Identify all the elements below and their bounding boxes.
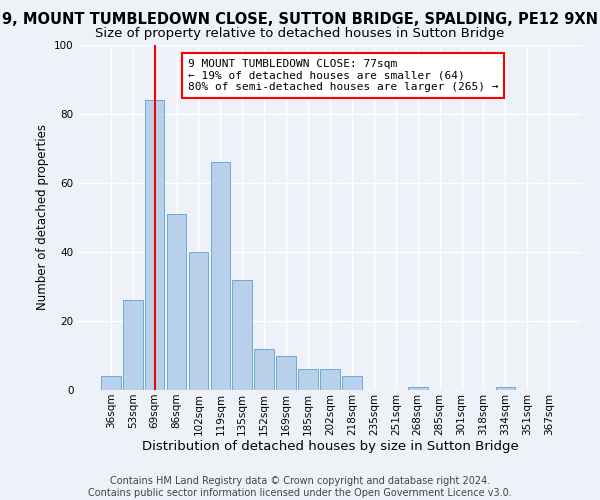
- Bar: [408, 386, 428, 390]
- Bar: [123, 300, 143, 390]
- X-axis label: Distribution of detached houses by size in Sutton Bridge: Distribution of detached houses by size …: [142, 440, 518, 454]
- Bar: [496, 386, 515, 390]
- Bar: [167, 214, 187, 390]
- Bar: [145, 100, 164, 390]
- Bar: [342, 376, 362, 390]
- Bar: [254, 348, 274, 390]
- Bar: [101, 376, 121, 390]
- Bar: [188, 252, 208, 390]
- Text: 9 MOUNT TUMBLEDOWN CLOSE: 77sqm
← 19% of detached houses are smaller (64)
80% of: 9 MOUNT TUMBLEDOWN CLOSE: 77sqm ← 19% of…: [188, 59, 498, 92]
- Bar: [320, 370, 340, 390]
- Bar: [276, 356, 296, 390]
- Text: Contains HM Land Registry data © Crown copyright and database right 2024.
Contai: Contains HM Land Registry data © Crown c…: [88, 476, 512, 498]
- Text: 9, MOUNT TUMBLEDOWN CLOSE, SUTTON BRIDGE, SPALDING, PE12 9XN: 9, MOUNT TUMBLEDOWN CLOSE, SUTTON BRIDGE…: [2, 12, 598, 28]
- Text: Size of property relative to detached houses in Sutton Bridge: Size of property relative to detached ho…: [95, 28, 505, 40]
- Y-axis label: Number of detached properties: Number of detached properties: [35, 124, 49, 310]
- Bar: [211, 162, 230, 390]
- Bar: [232, 280, 252, 390]
- Bar: [298, 370, 318, 390]
